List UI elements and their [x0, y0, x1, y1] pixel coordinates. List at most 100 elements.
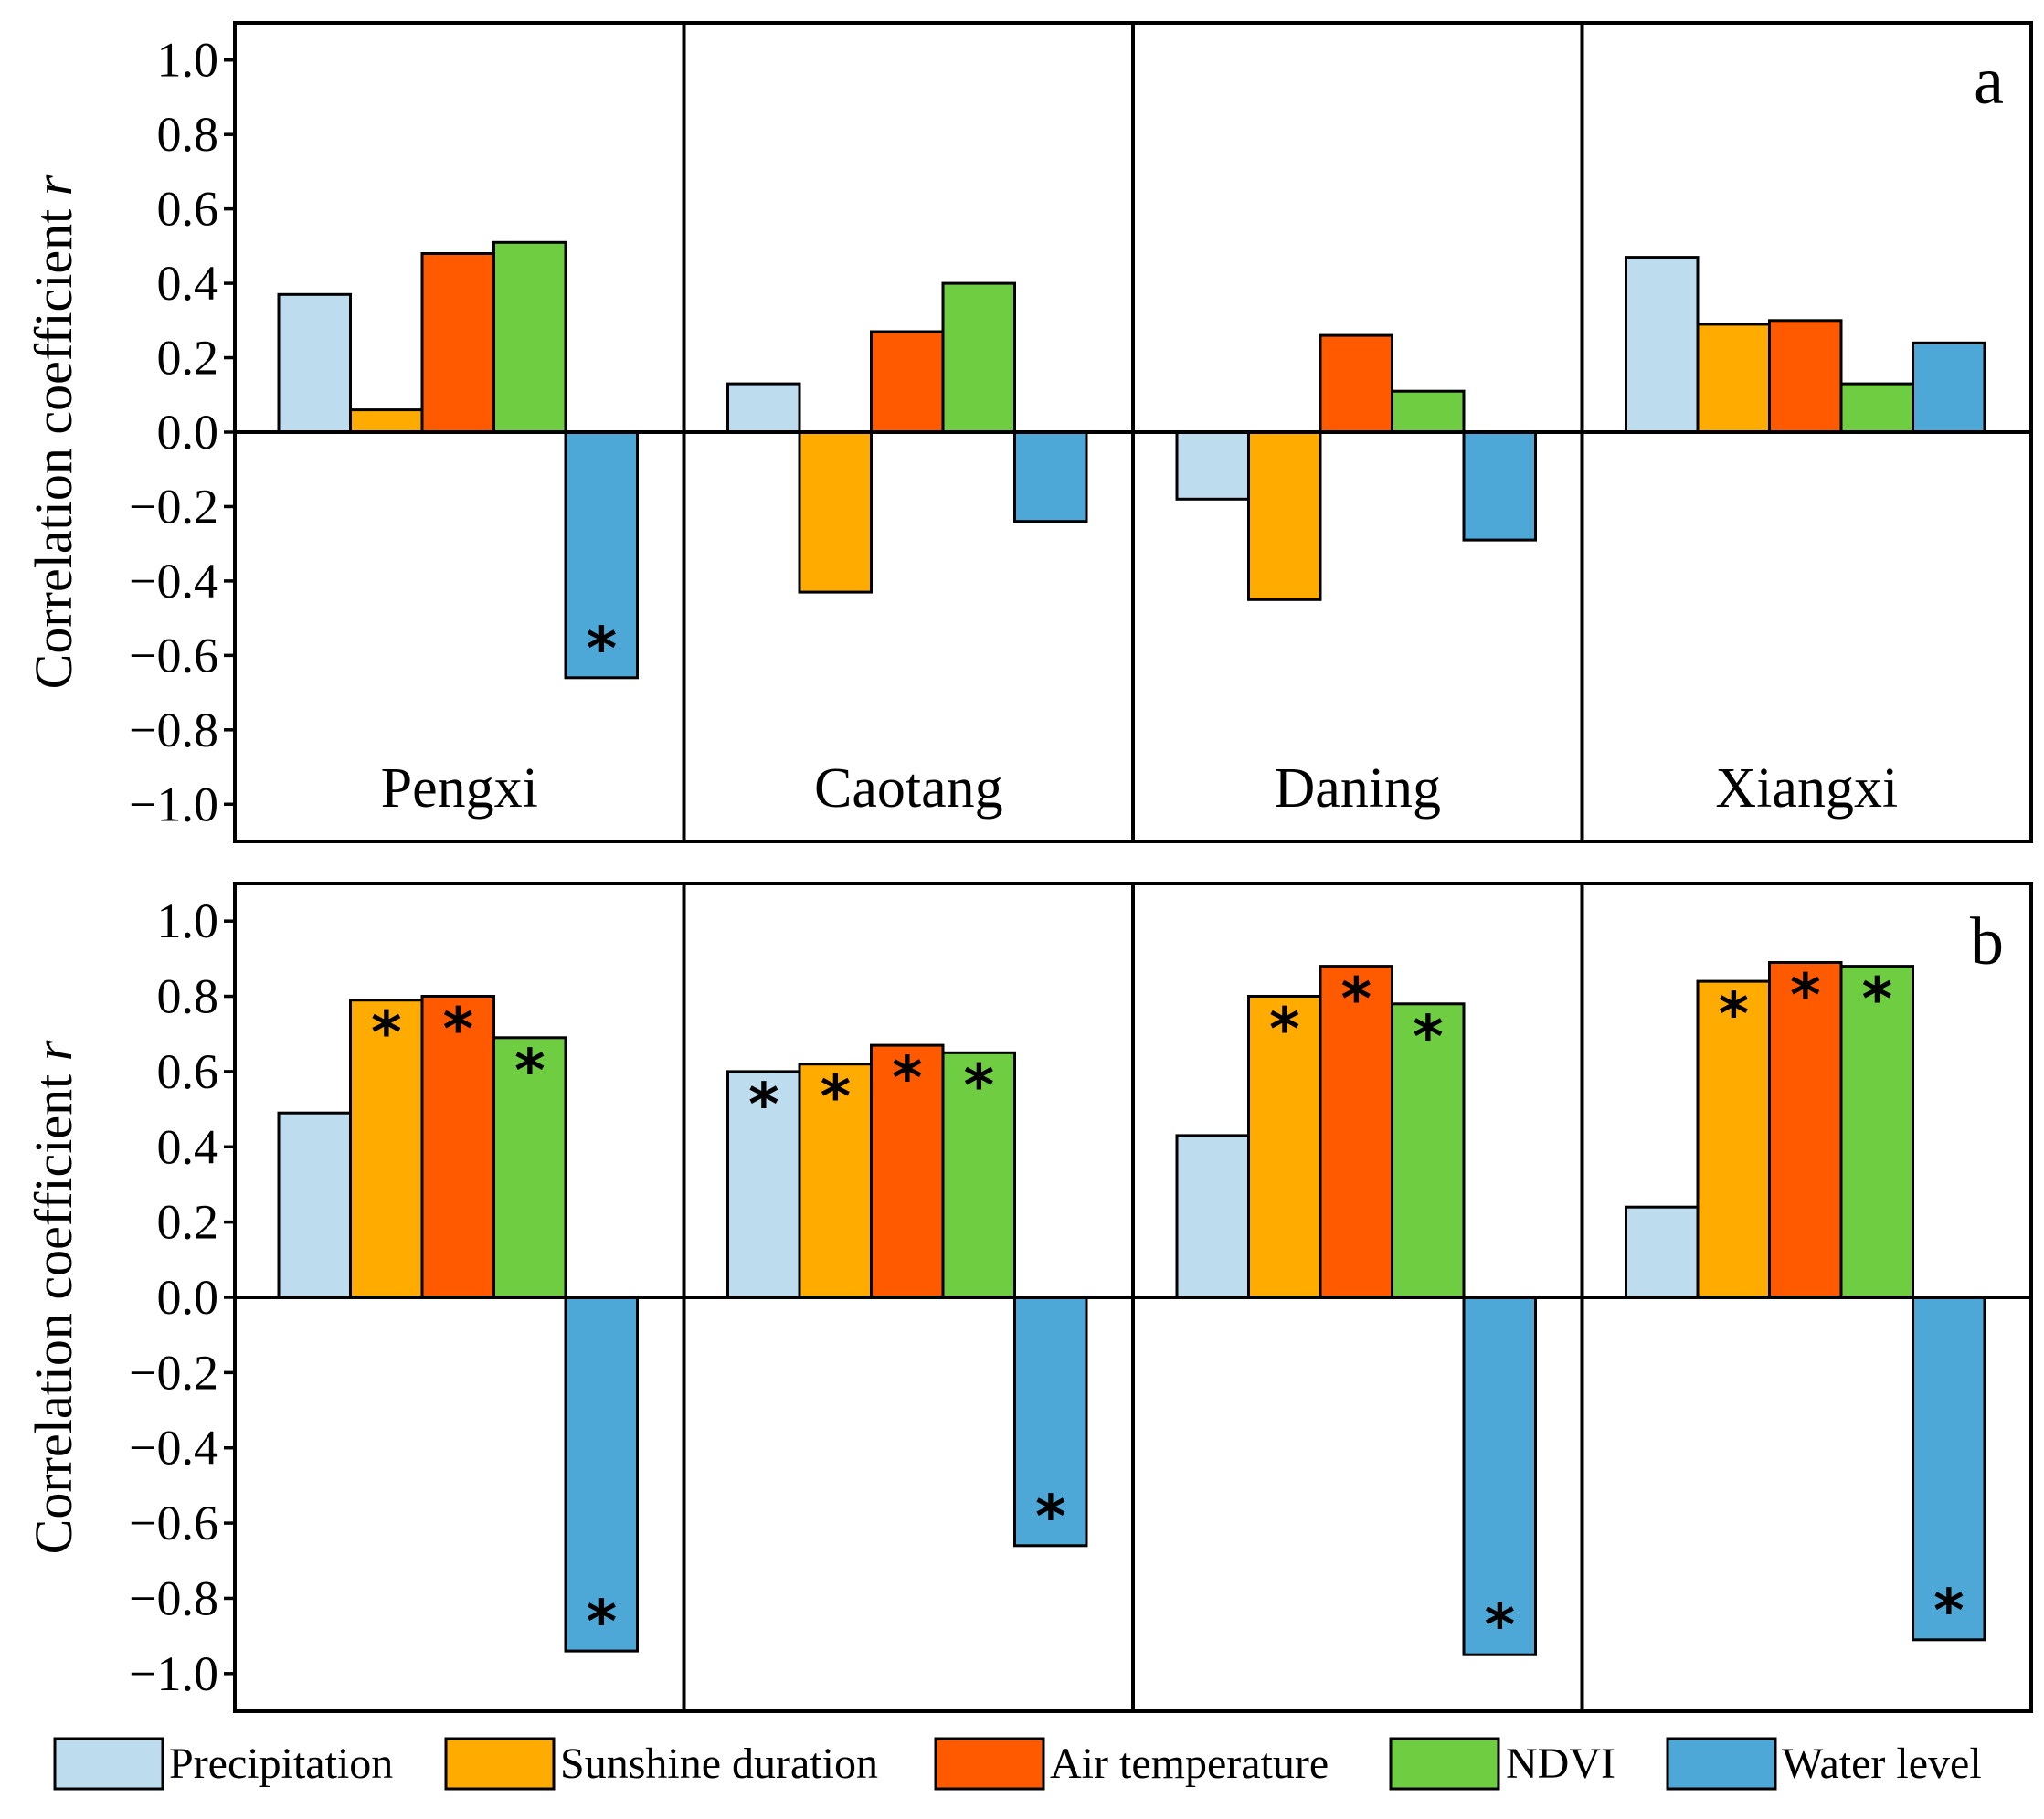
- bar: [492, 240, 567, 434]
- bar: [1768, 319, 1843, 434]
- legend-label: NDVI: [1506, 1740, 1615, 1788]
- bar: [1247, 430, 1322, 601]
- bar: [870, 330, 945, 434]
- legend-swatch: [53, 1737, 164, 1791]
- legend-label: Precipitation: [169, 1740, 393, 1788]
- significance-star: *: [1862, 967, 1892, 1034]
- y-tick-label: −0.4: [129, 1421, 218, 1475]
- y-tick-label: −0.6: [129, 1496, 218, 1550]
- y-tick-label: −0.4: [129, 554, 218, 608]
- bar: [1462, 1296, 1537, 1656]
- significance-star: *: [371, 1000, 401, 1068]
- y-tick-label: −1.0: [129, 777, 218, 831]
- y-tick-label: 0.0: [157, 1270, 219, 1325]
- significance-star: *: [748, 1072, 778, 1139]
- legend-item: Precipitation: [53, 1737, 393, 1791]
- y-axis-label-variable: r: [24, 1040, 83, 1061]
- y-axis-label: Correlation coefficient r: [24, 174, 83, 689]
- legend: Precipitation Sunshine duration Air temper…: [53, 1737, 1982, 1791]
- bar: [1696, 323, 1771, 434]
- y-tick-label: −0.8: [129, 1571, 218, 1626]
- bar: [726, 1070, 801, 1299]
- bar: [349, 408, 424, 434]
- significance-star: *: [443, 997, 473, 1064]
- bar: [420, 995, 495, 1299]
- bar: [1625, 256, 1700, 434]
- bar: [1175, 430, 1250, 501]
- bar: [1625, 1205, 1700, 1299]
- bar: [1839, 965, 1914, 1299]
- y-axis-label-variable: r: [24, 174, 83, 196]
- legend-item: NDVI: [1389, 1737, 1615, 1791]
- bar: [1768, 961, 1843, 1299]
- legend-swatch: [1666, 1737, 1777, 1791]
- y-tick-label: −0.6: [129, 628, 218, 682]
- bar: [1013, 1296, 1088, 1548]
- y-tick-label: 0.4: [157, 256, 219, 311]
- legend-swatch: [1389, 1737, 1500, 1791]
- bar: [277, 1111, 352, 1299]
- bar: [1912, 341, 1986, 434]
- significance-star: *: [587, 1589, 617, 1656]
- y-tick-label: 0.2: [157, 331, 219, 386]
- legend-swatch: [444, 1737, 556, 1791]
- bar: [1319, 333, 1393, 434]
- legend-label: Water level: [1782, 1740, 1982, 1788]
- significance-star: *: [514, 1038, 545, 1105]
- significance-star: *: [1035, 1484, 1065, 1551]
- panel-letter: b: [1970, 904, 2004, 979]
- legend-item: Water level: [1666, 1737, 1982, 1791]
- legend-label: Sunshine duration: [560, 1740, 878, 1788]
- y-tick-label: −0.2: [129, 480, 218, 534]
- y-tick-label: 1.0: [157, 894, 219, 948]
- site-label: Daning: [1275, 757, 1442, 820]
- legend-label: Air temperature: [1050, 1740, 1329, 1788]
- significance-star: *: [1933, 1578, 1964, 1645]
- significance-star: *: [892, 1045, 922, 1113]
- bar: [726, 382, 801, 434]
- y-tick-label: 0.0: [157, 405, 219, 460]
- y-tick-label: 0.2: [157, 1195, 219, 1250]
- y-tick-label: −1.0: [129, 1646, 218, 1701]
- bar: [277, 292, 352, 434]
- bar: [941, 1051, 1016, 1299]
- y-axis-label-text: Correlation coefficient: [24, 1061, 83, 1554]
- y-tick-label: 0.4: [157, 1119, 219, 1174]
- legend-swatch: [934, 1737, 1045, 1791]
- y-tick-label: 1.0: [157, 33, 219, 88]
- legend-item: Sunshine duration: [444, 1737, 878, 1791]
- bar: [798, 430, 873, 594]
- y-tick-label: −0.8: [129, 703, 218, 757]
- panel-b: * * * * * * * * * * * * * * * * * 1.0 0.8 0.6 0.4 0.2 0.0 −0.2 −…: [24, 882, 2033, 1713]
- significance-star: *: [1485, 1592, 1515, 1660]
- significance-star: *: [587, 616, 617, 683]
- site-label: Pengxi: [381, 757, 538, 820]
- significance-star: *: [821, 1064, 851, 1132]
- significance-star: *: [1341, 967, 1371, 1034]
- bar: [420, 252, 495, 434]
- bar: [564, 430, 639, 680]
- legend-item: Air temperature: [934, 1737, 1329, 1791]
- bar: [941, 281, 1016, 434]
- y-tick-label: 0.8: [157, 969, 219, 1024]
- significance-star: *: [964, 1052, 994, 1120]
- panels: * 1.0 0.8 0.6 0.4 0.2 0.0 −0.2 −0.4 −0.6 −0.8 −1.0 C…: [24, 21, 2033, 1713]
- bar: [870, 1043, 945, 1299]
- y-tick-label: −0.2: [129, 1345, 218, 1400]
- bar: [1013, 430, 1088, 523]
- site-label: Caotang: [814, 757, 1003, 820]
- site-label: Xiangxi: [1715, 757, 1898, 820]
- y-axis-label: Correlation coefficient r: [24, 1040, 83, 1554]
- bar: [1696, 979, 1771, 1299]
- y-tick-label: 0.6: [157, 1044, 219, 1099]
- bar: [1912, 1296, 1986, 1642]
- significance-star: *: [1790, 963, 1820, 1031]
- y-axis-label-text: Correlation coefficient: [24, 196, 83, 689]
- significance-star: *: [1413, 1004, 1443, 1072]
- y-tick-label: 0.6: [157, 182, 219, 237]
- bar: [1462, 430, 1537, 542]
- bar: [1391, 389, 1466, 434]
- y-tick-label: 0.8: [157, 107, 219, 162]
- significance-star: *: [1269, 997, 1299, 1064]
